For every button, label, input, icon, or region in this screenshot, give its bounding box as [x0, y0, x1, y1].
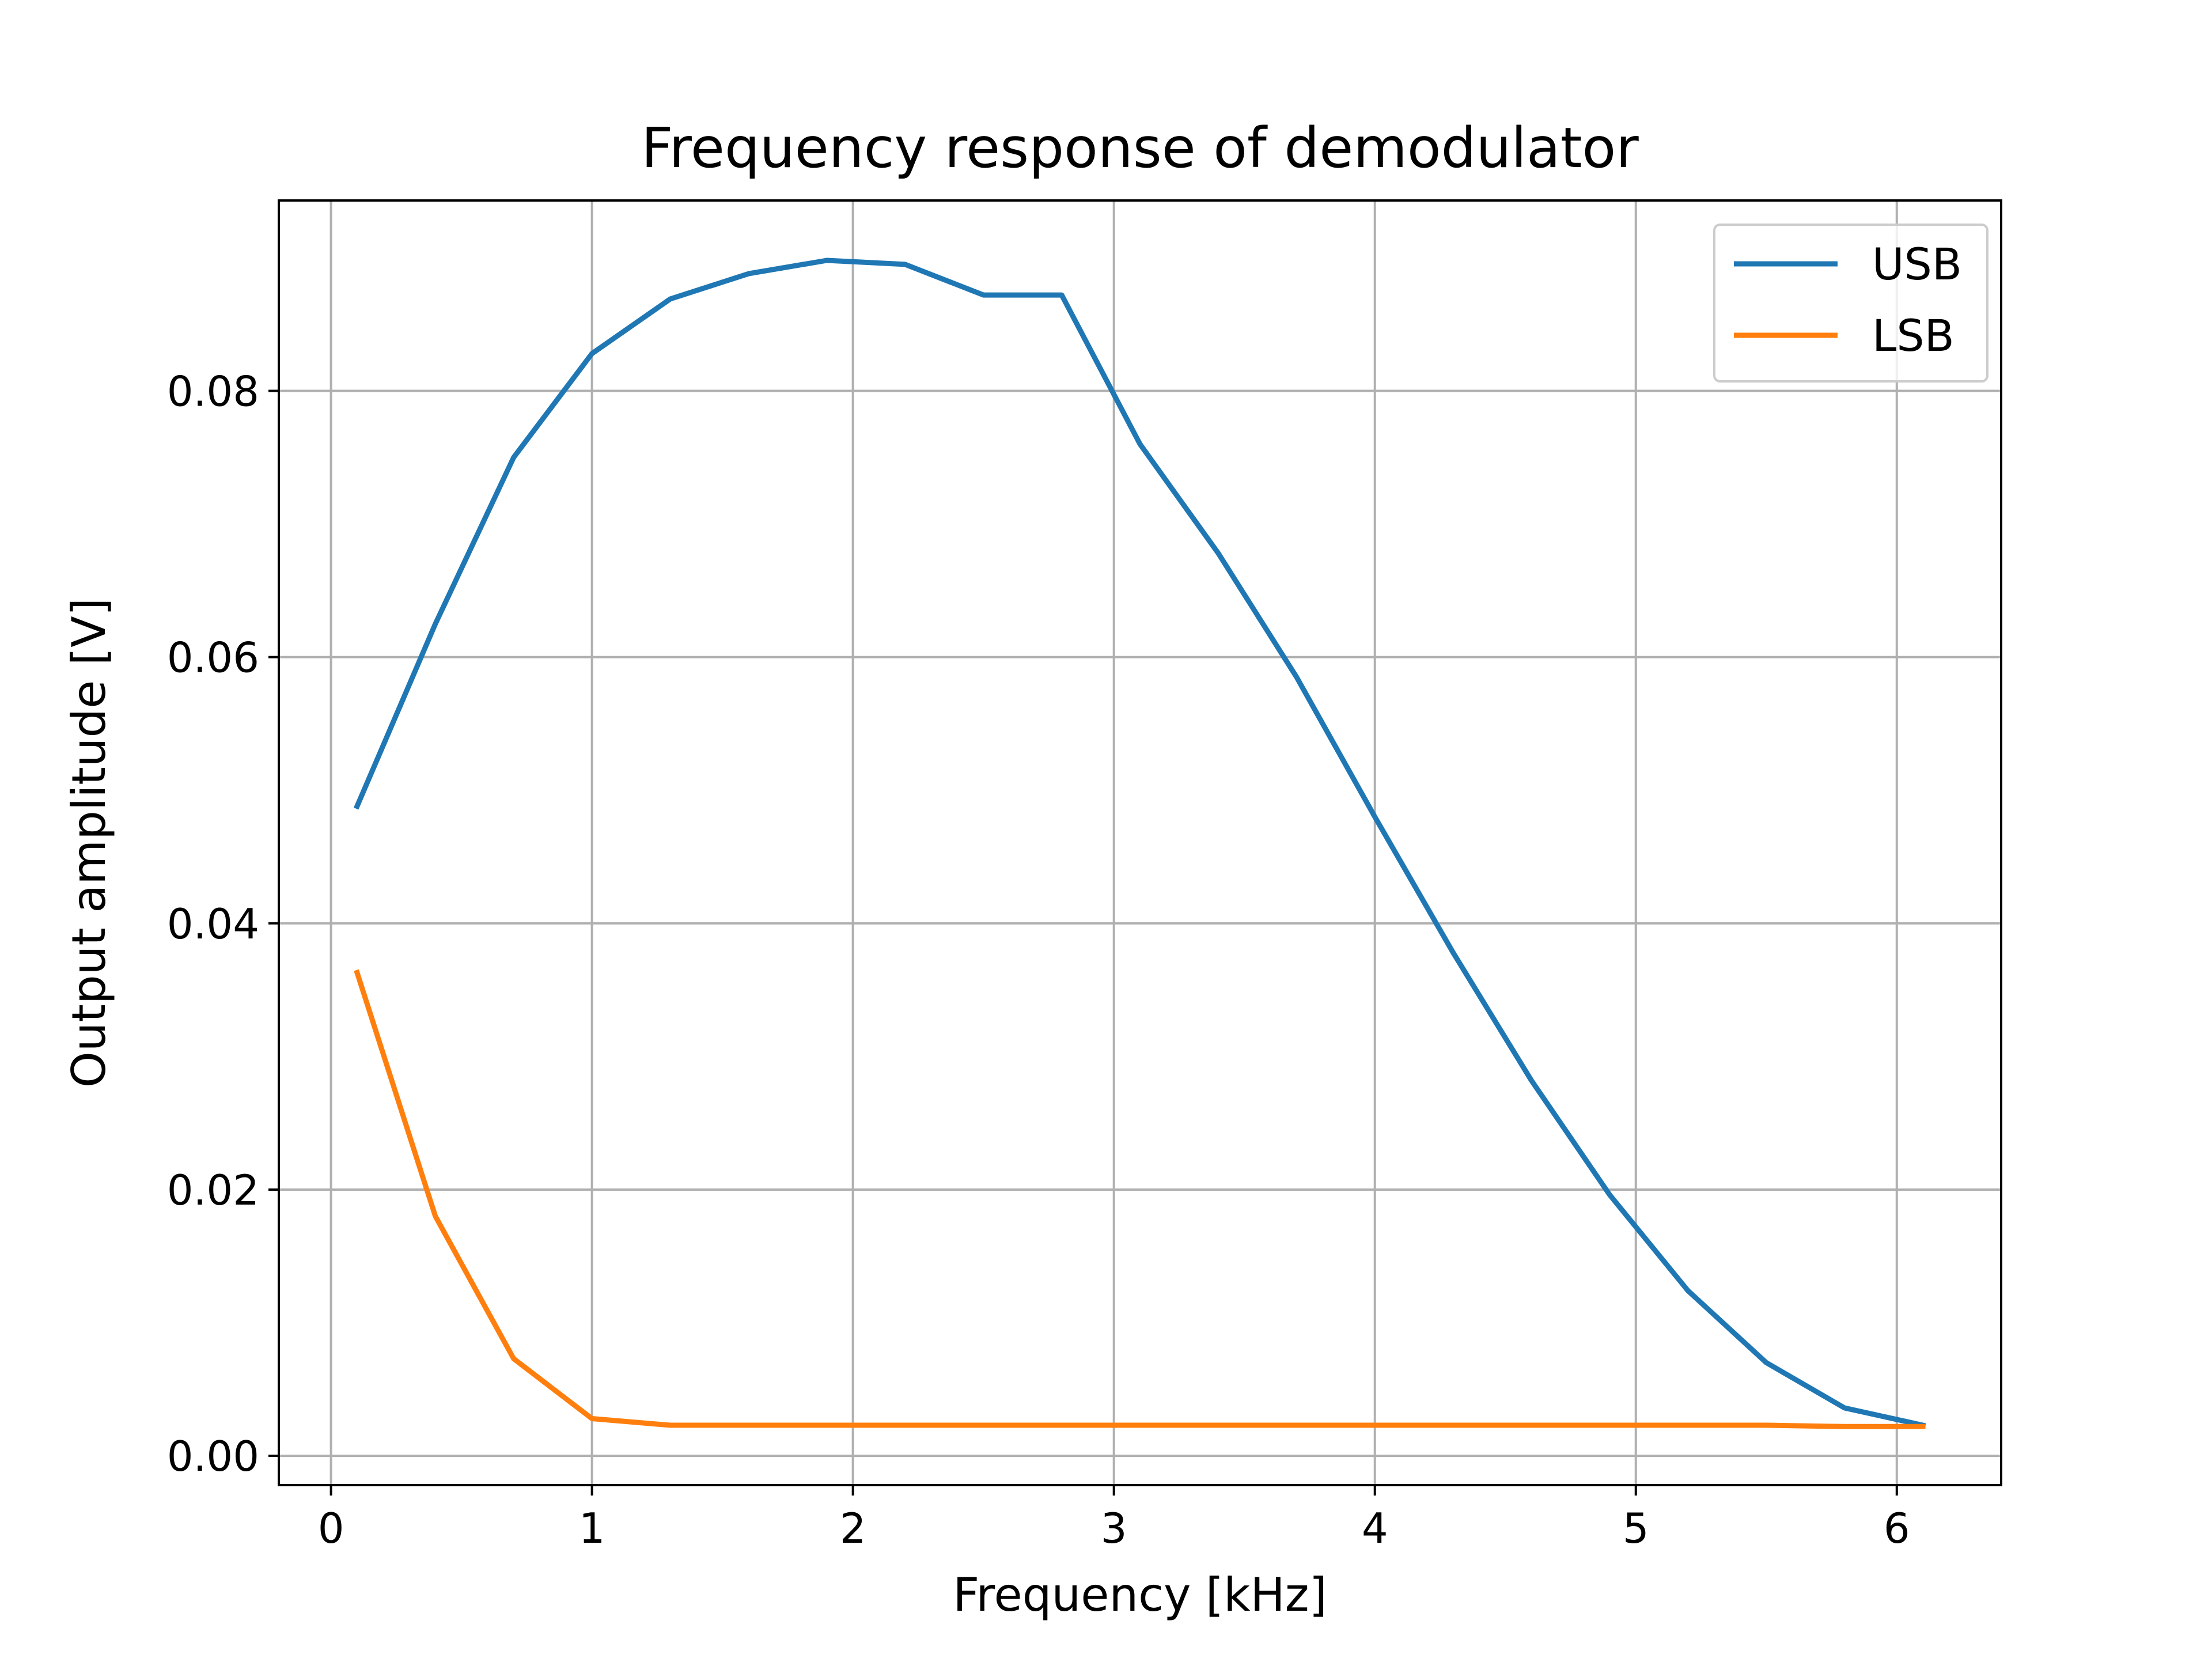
plot-frame [278, 199, 2002, 1486]
series-line-usb [353, 258, 1926, 1429]
y-tick-label: 0.00 [167, 1432, 259, 1481]
x-tick-label: 5 [1623, 1504, 1649, 1553]
legend: USB LSB [1713, 224, 1988, 383]
x-tick-label: 6 [1884, 1504, 1910, 1553]
axis-ticks: 0 1 2 3 4 5 6 0.00 0.02 0.04 0.06 0.08 [167, 367, 1910, 1553]
y-tick-label: 0.08 [167, 367, 259, 415]
y-tick-label: 0.06 [167, 634, 259, 682]
y-tick-label: 0.02 [167, 1166, 259, 1214]
legend-label-lsb: LSB [1872, 310, 1955, 361]
x-tick-label: 3 [1101, 1504, 1127, 1553]
x-tick-label: 1 [579, 1504, 605, 1553]
chart-title: Frequency response of demodulator [641, 116, 1639, 180]
grid [279, 200, 2001, 1485]
x-tick-label: 4 [1362, 1504, 1388, 1553]
y-tick-label: 0.04 [167, 900, 259, 948]
y-axis-label: Output amplitude [V] [62, 598, 116, 1088]
x-axis-label: Frequency [kHz] [953, 1568, 1327, 1622]
series-lines [353, 258, 1926, 1429]
x-tick-label: 2 [840, 1504, 866, 1553]
x-tick-label: 0 [318, 1504, 344, 1553]
series-line-lsb [354, 969, 1926, 1429]
legend-label-usb: USB [1872, 238, 1962, 290]
